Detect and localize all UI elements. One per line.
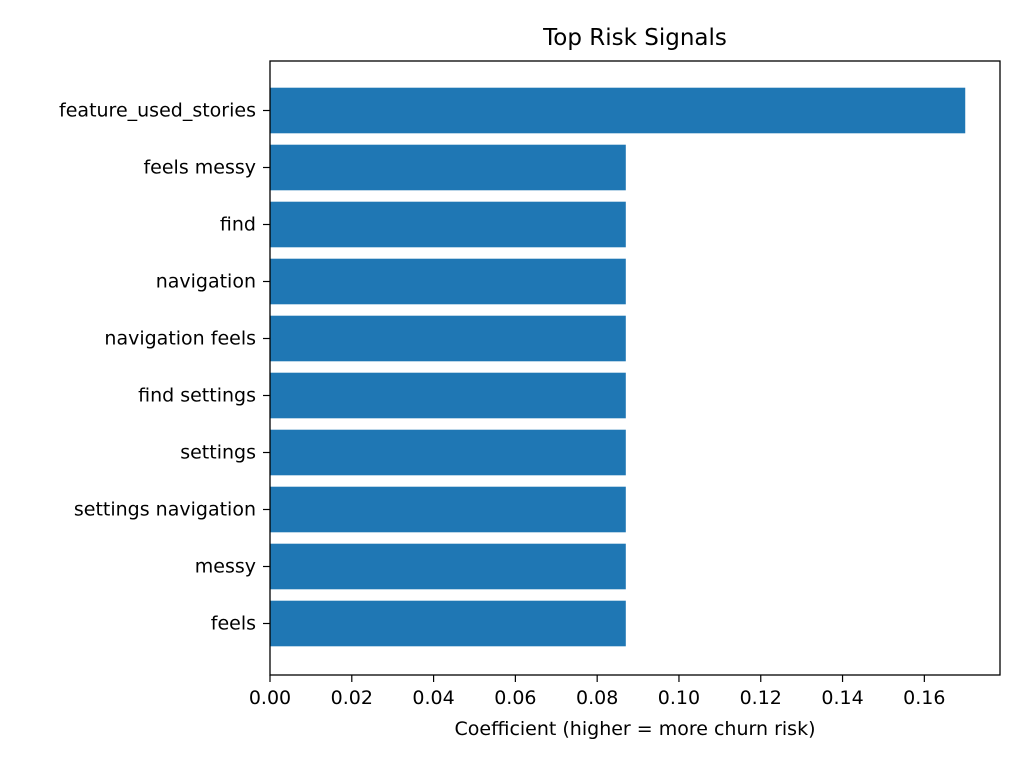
y-tick-label: settings bbox=[180, 442, 256, 464]
y-tick-label: messy bbox=[195, 556, 256, 578]
x-tick-label: 0.04 bbox=[412, 687, 454, 709]
x-tick-label: 0.14 bbox=[821, 687, 863, 709]
x-tick-label: 0.06 bbox=[494, 687, 536, 709]
bar bbox=[270, 543, 626, 590]
y-tick-label: navigation feels bbox=[104, 328, 256, 350]
bar bbox=[270, 144, 626, 191]
bar bbox=[270, 429, 626, 476]
y-tick-label: find settings bbox=[138, 385, 256, 407]
bars-group bbox=[270, 87, 966, 647]
bar bbox=[270, 258, 626, 305]
bar bbox=[270, 87, 966, 134]
x-tick-label: 0.02 bbox=[331, 687, 373, 709]
bar bbox=[270, 486, 626, 533]
x-tick-label: 0.00 bbox=[249, 687, 291, 709]
x-tick-label: 0.16 bbox=[903, 687, 945, 709]
x-axis-ticks: 0.00 0.02 0.04 0.06 0.08 0.10 0.12 0.14 0.16 bbox=[249, 675, 945, 709]
y-tick-label: feels bbox=[211, 613, 256, 635]
y-tick-label: find bbox=[220, 214, 256, 236]
x-axis-label: Coefficient (higher = more churn risk) bbox=[455, 718, 816, 740]
plot-frame bbox=[269, 60, 1001, 676]
y-tick-label: settings navigation bbox=[74, 499, 256, 521]
x-tick-label: 0.08 bbox=[576, 687, 618, 709]
x-tick-label: 0.10 bbox=[658, 687, 700, 709]
bar bbox=[270, 315, 626, 362]
bar bbox=[270, 600, 626, 647]
y-tick-label: feature_used_stories bbox=[59, 100, 256, 122]
y-tick-label: navigation bbox=[156, 271, 256, 293]
bar bbox=[270, 372, 626, 419]
bar bbox=[270, 201, 626, 248]
chart-title: Top Risk Signals bbox=[542, 25, 727, 51]
y-tick-label: feels messy bbox=[143, 157, 256, 179]
x-tick-label: 0.12 bbox=[740, 687, 782, 709]
